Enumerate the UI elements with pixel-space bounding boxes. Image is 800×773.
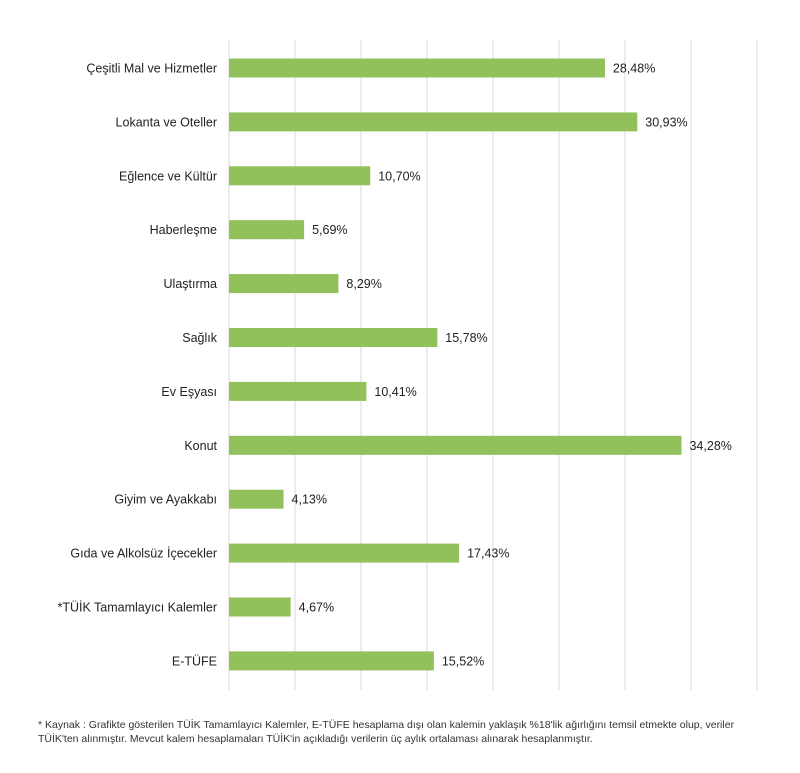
category-label: Giyim ve Ayakkabı <box>114 493 217 507</box>
bar <box>229 435 682 455</box>
bar <box>229 58 605 78</box>
bar <box>229 328 438 347</box>
bar <box>229 112 638 132</box>
category-label: Sağlık <box>182 331 217 345</box>
footnote: * Kaynak : Grafikte gösterilen TÜİK Tama… <box>38 719 735 745</box>
bar <box>229 166 371 186</box>
bar <box>229 274 339 294</box>
bar <box>229 543 460 563</box>
value-label: 8,29% <box>346 277 381 291</box>
category-label: Konut <box>184 439 217 453</box>
category-label: Ulaştırma <box>164 277 218 291</box>
category-label: Çeşitli Mal ve Hizmetler <box>86 62 217 76</box>
category-label: Lokanta ve Oteller <box>116 115 217 129</box>
value-label: 15,52% <box>442 654 484 668</box>
value-label: 5,69% <box>312 223 347 237</box>
value-label: 10,70% <box>378 169 420 183</box>
bar <box>229 220 305 240</box>
bar <box>229 381 367 401</box>
value-label: 4,67% <box>299 601 334 615</box>
value-label: 34,28% <box>689 439 731 453</box>
value-label: 4,13% <box>292 493 327 507</box>
category-label: E-TÜFE <box>172 654 217 668</box>
value-label: 30,93% <box>645 115 687 129</box>
category-label: Ev Eşyası <box>161 385 217 399</box>
bar <box>229 489 284 509</box>
category-label: Haberleşme <box>150 223 217 237</box>
value-label: 10,41% <box>374 385 416 399</box>
bar-chart: Çeşitli Mal ve Hizmetler 28,48% Lokanta ve… <box>57 40 758 690</box>
category-label: *TÜİK Tamamlayıcı Kalemler <box>57 601 217 615</box>
category-label: Eğlence ve Kültür <box>119 169 217 183</box>
value-label: 15,78% <box>445 331 487 345</box>
value-label: 17,43% <box>467 547 509 561</box>
category-label: Gıda ve Alkolsüz İçecekler <box>70 547 217 561</box>
bar <box>229 597 291 617</box>
bar <box>229 651 434 671</box>
value-label: 28,48% <box>613 62 655 76</box>
